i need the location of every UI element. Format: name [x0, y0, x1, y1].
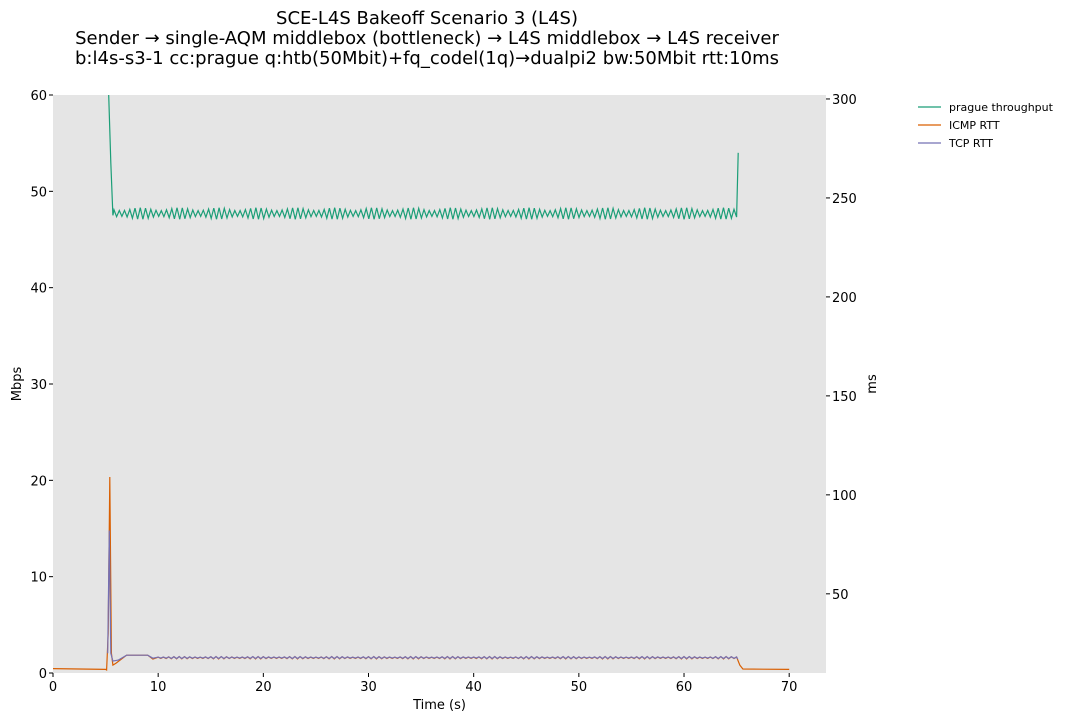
x-axis: 0 10 20 30 40 50 60 70	[49, 673, 798, 695]
title-line-2: Sender → single-AQM middlebox (bottlenec…	[75, 28, 779, 49]
right-y-tick-label: 150	[832, 390, 857, 405]
x-tick-label: 60	[676, 680, 693, 695]
x-axis-label: Time (s)	[412, 698, 466, 713]
right-y-axis-label: ms	[865, 374, 880, 394]
series-layer	[52, 94, 790, 672]
right-y-tick-label: 100	[832, 489, 857, 504]
x-tick-label: 50	[571, 680, 588, 695]
left-y-tick-label: 10	[30, 571, 47, 586]
x-tick-label: 70	[781, 680, 798, 695]
right-y-tick-label: 50	[832, 588, 849, 603]
right-y-axis: 50 100 150 200 250 300	[826, 93, 857, 603]
left-y-axis: 0 10 20 30 40 50 60	[30, 89, 53, 682]
chart-title: SCE-L4S Bakeoff Scenario 3 (L4S)Sender →…	[75, 8, 780, 69]
right-y-tick-label: 250	[832, 192, 857, 207]
x-tick-label: 20	[255, 680, 272, 695]
left-y-tick-label: 40	[30, 282, 47, 297]
x-tick-label: 0	[49, 680, 57, 695]
series-line-prague-throughput	[108, 94, 739, 221]
x-tick-label: 10	[150, 680, 167, 695]
left-y-tick-label: 30	[30, 378, 47, 393]
title-line-3: b:l4s-s3-1 cc:prague q:htb(50Mbit)+fq_co…	[75, 48, 779, 69]
legend-label: ICMP RTT	[949, 119, 1000, 132]
left-y-tick-label: 20	[30, 474, 47, 489]
left-y-tick-label: 50	[30, 185, 47, 200]
title-line-1: SCE-L4S Bakeoff Scenario 3 (L4S)	[276, 8, 578, 29]
right-y-tick-label: 300	[832, 93, 857, 108]
legend-label: TCP RTT	[948, 137, 993, 150]
x-tick-label: 40	[465, 680, 482, 695]
legend-label: prague throughput	[949, 101, 1054, 114]
right-y-tick-label: 200	[832, 291, 857, 306]
legend: prague throughput ICMP RTT TCP RTT	[918, 101, 1054, 150]
series-line-tcp-rtt	[107, 530, 739, 662]
left-y-axis-label: Mbps	[10, 367, 25, 402]
x-tick-label: 30	[360, 680, 377, 695]
left-y-tick-label: 60	[30, 89, 47, 104]
plot-area	[53, 95, 826, 673]
left-y-tick-label: 0	[39, 667, 47, 682]
